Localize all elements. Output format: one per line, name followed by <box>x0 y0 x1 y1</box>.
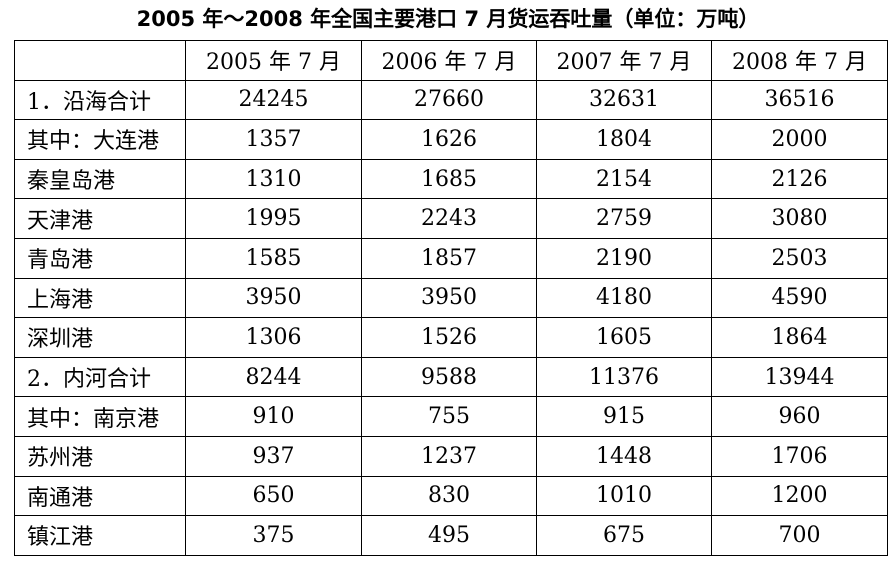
value-cell: 3950 <box>185 277 362 319</box>
value-cell: 1448 <box>536 435 712 477</box>
table-row: 其中：大连港 1357 1626 1804 2000 <box>14 119 888 160</box>
table-row: 秦皇岛港 1310 1685 2154 2126 <box>14 158 888 200</box>
row-label: 天津港 <box>14 198 186 239</box>
value-cell: 13944 <box>711 356 888 398</box>
value-cell: 32631 <box>536 79 712 121</box>
row-label: 上海港 <box>14 277 186 319</box>
row-label: 其中：大连港 <box>14 119 186 160</box>
row-label: 深圳港 <box>14 317 186 358</box>
table-row: 上海港 3950 3950 4180 4590 <box>14 277 888 319</box>
row-label: 2．内河合计 <box>14 356 186 398</box>
header-cell: 2006 年 7 月 <box>361 40 537 81</box>
header-row: 2005 年 7 月 2006 年 7 月 2007 年 7 月 2008 年 7 月 <box>14 40 888 81</box>
table-row: 2．内河合计 8244 9588 11376 13944 <box>14 356 888 398</box>
value-cell: 675 <box>536 515 712 556</box>
value-cell: 1526 <box>361 317 537 358</box>
value-cell: 2000 <box>711 119 888 160</box>
row-label: 苏州港 <box>14 435 186 477</box>
value-cell: 830 <box>361 475 537 517</box>
table-row: 1．沿海合计 24245 27660 32631 36516 <box>14 79 888 121</box>
table-row: 镇江港 375 495 675 700 <box>14 515 888 556</box>
table-row: 其中：南京港 910 755 915 960 <box>14 396 888 437</box>
value-cell: 1626 <box>361 119 537 160</box>
data-table: 2005 年 7 月 2006 年 7 月 2007 年 7 月 2008 年 7 月… <box>14 40 888 556</box>
value-cell: 1804 <box>536 119 712 160</box>
table-row: 天津港 1995 2243 2759 3080 <box>14 198 888 239</box>
value-cell: 915 <box>536 396 712 437</box>
value-cell: 1706 <box>711 435 888 477</box>
value-cell: 495 <box>361 515 537 556</box>
value-cell: 1357 <box>185 119 362 160</box>
value-cell: 1585 <box>185 237 362 279</box>
value-cell: 2243 <box>361 198 537 239</box>
header-cell: 2005 年 7 月 <box>185 40 362 81</box>
value-cell: 36516 <box>711 79 888 121</box>
value-cell: 1995 <box>185 198 362 239</box>
row-label: 其中：南京港 <box>14 396 186 437</box>
value-cell: 1857 <box>361 237 537 279</box>
header-cell: 2007 年 7 月 <box>536 40 712 81</box>
value-cell: 1864 <box>711 317 888 358</box>
table-row: 深圳港 1306 1526 1605 1864 <box>14 317 888 358</box>
row-label: 镇江港 <box>14 515 186 556</box>
value-cell: 9588 <box>361 356 537 398</box>
value-cell: 2503 <box>711 237 888 279</box>
row-label: 秦皇岛港 <box>14 158 186 200</box>
value-cell: 960 <box>711 396 888 437</box>
value-cell: 2126 <box>711 158 888 200</box>
value-cell: 4180 <box>536 277 712 319</box>
value-cell: 2154 <box>536 158 712 200</box>
value-cell: 4590 <box>711 277 888 319</box>
header-corner <box>14 40 186 81</box>
value-cell: 937 <box>185 435 362 477</box>
table-row: 青岛港 1585 1857 2190 2503 <box>14 237 888 279</box>
value-cell: 650 <box>185 475 362 517</box>
value-cell: 755 <box>361 396 537 437</box>
value-cell: 910 <box>185 396 362 437</box>
value-cell: 11376 <box>536 356 712 398</box>
header-cell: 2008 年 7 月 <box>711 40 888 81</box>
value-cell: 2190 <box>536 237 712 279</box>
value-cell: 1306 <box>185 317 362 358</box>
value-cell: 2759 <box>536 198 712 239</box>
value-cell: 3080 <box>711 198 888 239</box>
value-cell: 1010 <box>536 475 712 517</box>
value-cell: 700 <box>711 515 888 556</box>
value-cell: 375 <box>185 515 362 556</box>
row-label: 青岛港 <box>14 237 186 279</box>
row-label: 南通港 <box>14 475 186 517</box>
row-label: 1．沿海合计 <box>14 79 186 121</box>
value-cell: 1237 <box>361 435 537 477</box>
table-row: 苏州港 937 1237 1448 1706 <box>14 435 888 477</box>
title: 2005 年～2008 年全国主要港口 7 月货运吞吐量（单位：万吨） <box>136 7 760 31</box>
value-cell: 8244 <box>185 356 362 398</box>
value-cell: 1605 <box>536 317 712 358</box>
value-cell: 1310 <box>185 158 362 200</box>
value-cell: 3950 <box>361 277 537 319</box>
value-cell: 1200 <box>711 475 888 517</box>
value-cell: 24245 <box>185 79 362 121</box>
table-row: 南通港 650 830 1010 1200 <box>14 475 888 517</box>
value-cell: 1685 <box>361 158 537 200</box>
value-cell: 27660 <box>361 79 537 121</box>
